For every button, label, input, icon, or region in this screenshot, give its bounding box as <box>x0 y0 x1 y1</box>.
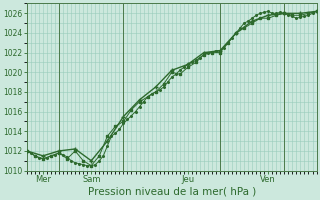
X-axis label: Pression niveau de la mer( hPa ): Pression niveau de la mer( hPa ) <box>88 187 256 197</box>
